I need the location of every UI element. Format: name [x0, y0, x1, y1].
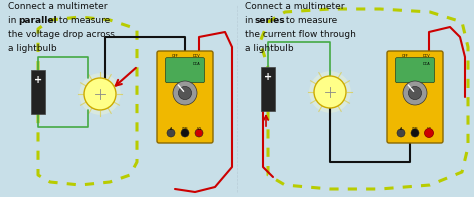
Text: a lightbulb: a lightbulb [8, 44, 56, 53]
Text: +: + [264, 72, 272, 82]
Circle shape [397, 129, 405, 137]
Circle shape [403, 81, 427, 105]
Text: Connect a multimeter: Connect a multimeter [8, 2, 108, 11]
FancyBboxPatch shape [387, 51, 443, 143]
FancyBboxPatch shape [165, 58, 204, 83]
Text: COM: COM [182, 127, 188, 131]
Text: DCV: DCV [423, 54, 430, 58]
Circle shape [411, 129, 419, 137]
Bar [261, 67, 275, 111]
Text: DCV: DCV [193, 54, 201, 58]
Text: OFF: OFF [172, 54, 178, 58]
Text: parallel: parallel [18, 16, 56, 25]
Circle shape [84, 78, 116, 110]
Circle shape [409, 86, 421, 100]
Text: the current flow through: the current flow through [245, 30, 356, 39]
Circle shape [309, 71, 351, 113]
FancyBboxPatch shape [395, 58, 435, 83]
Text: in: in [8, 16, 19, 25]
Text: VΩ: VΩ [197, 127, 201, 131]
Circle shape [173, 81, 197, 105]
Text: A: A [170, 127, 172, 131]
Circle shape [195, 129, 203, 137]
Text: DCA: DCA [193, 62, 201, 66]
Circle shape [181, 129, 189, 137]
Circle shape [167, 129, 175, 137]
Circle shape [314, 76, 346, 108]
Circle shape [425, 129, 433, 137]
Text: series: series [255, 16, 286, 25]
Text: DCA: DCA [423, 62, 430, 66]
Text: +: + [34, 75, 42, 85]
Text: the voltage drop across: the voltage drop across [8, 30, 115, 39]
Text: VΩ: VΩ [427, 127, 431, 131]
Text: OFF: OFF [401, 54, 409, 58]
Text: to measure: to measure [56, 16, 110, 25]
Text: to measure: to measure [283, 16, 337, 25]
Circle shape [425, 128, 434, 138]
Text: a lightbulb: a lightbulb [245, 44, 293, 53]
Circle shape [79, 73, 121, 115]
Text: Connect a multimeter: Connect a multimeter [245, 2, 345, 11]
Circle shape [178, 86, 191, 100]
Bar [31, 70, 45, 114]
FancyBboxPatch shape [157, 51, 213, 143]
Text: COM: COM [412, 127, 418, 131]
Text: in: in [245, 16, 256, 25]
Text: A: A [400, 127, 402, 131]
